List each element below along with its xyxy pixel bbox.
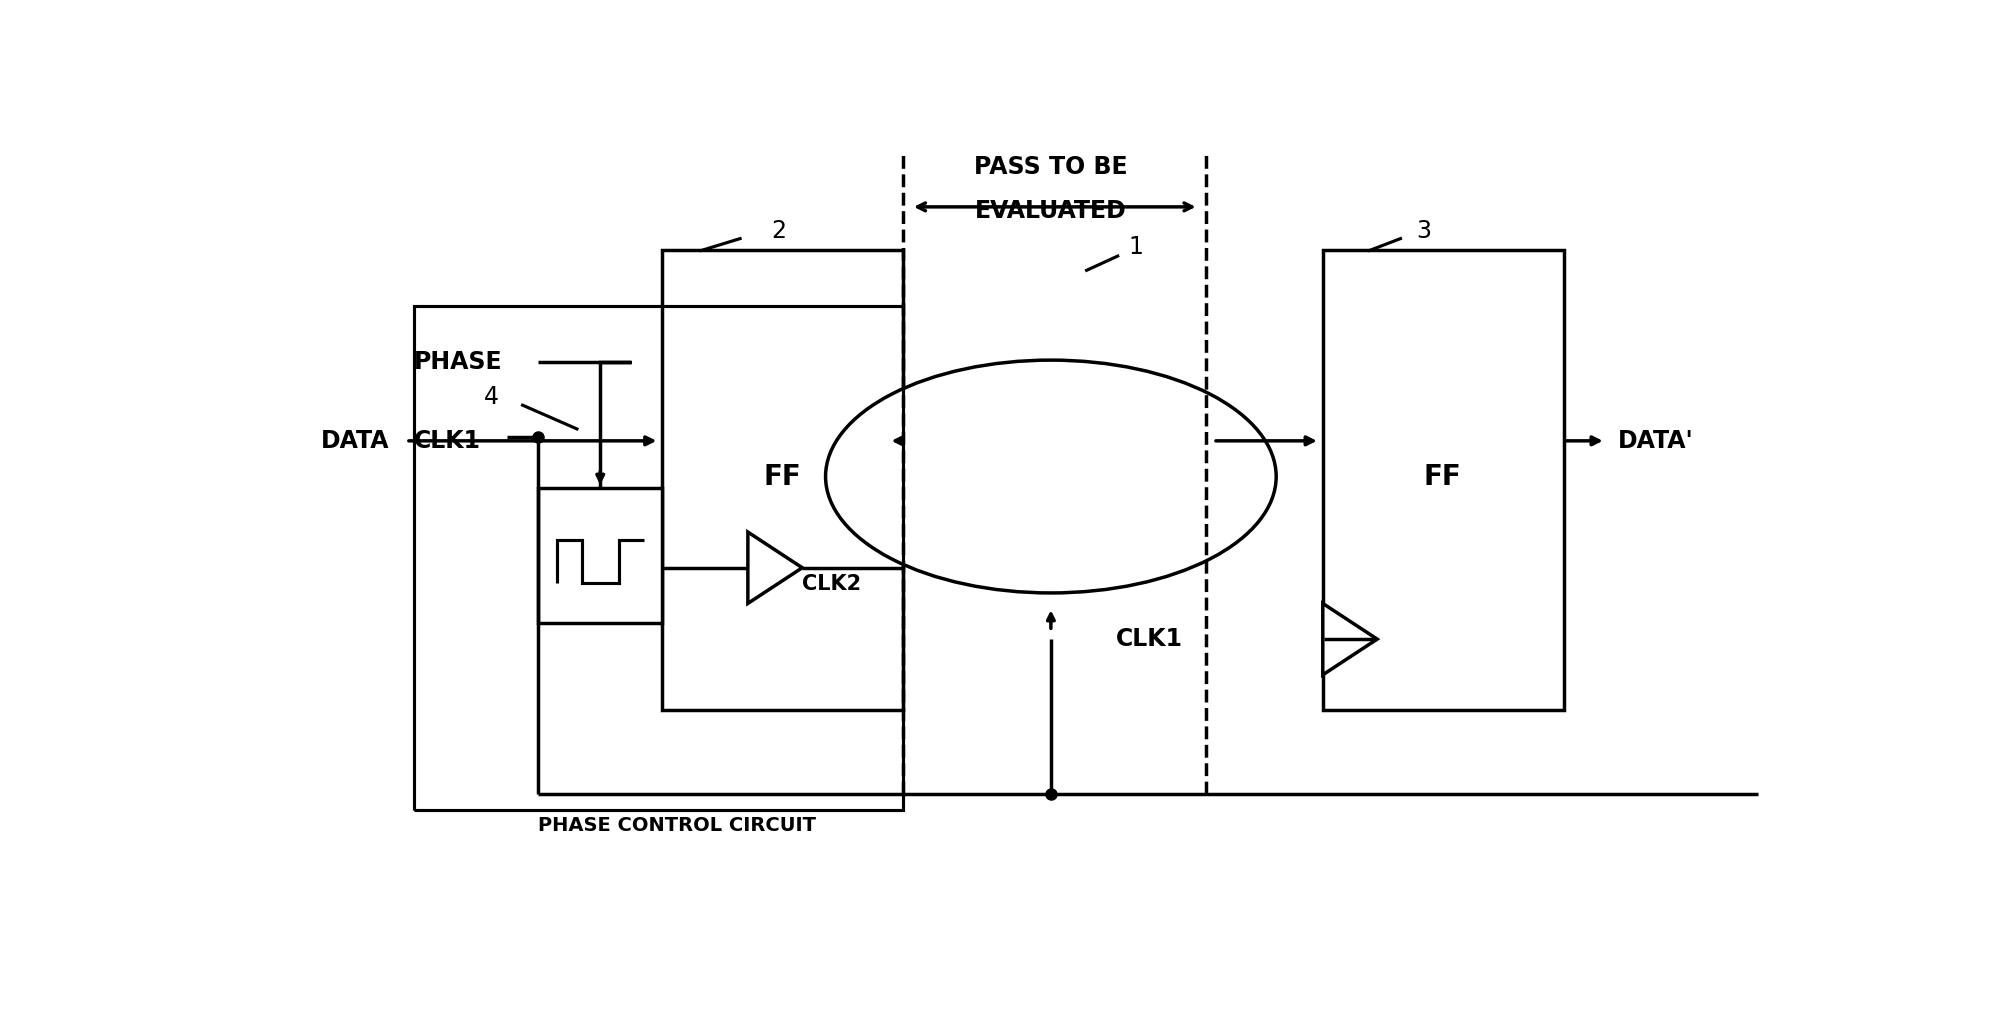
Text: CLK2: CLK2 xyxy=(802,574,862,593)
Text: PHASE: PHASE xyxy=(413,349,503,374)
Text: PASS TO BE: PASS TO BE xyxy=(974,156,1127,179)
Text: 4: 4 xyxy=(483,385,499,409)
Bar xyxy=(662,250,902,711)
Text: 1: 1 xyxy=(1129,235,1143,259)
Text: 3: 3 xyxy=(1416,218,1432,243)
Ellipse shape xyxy=(826,360,1275,593)
Polygon shape xyxy=(748,533,802,604)
Text: EVALUATED: EVALUATED xyxy=(974,199,1127,222)
Text: PHASE CONTROL CIRCUIT: PHASE CONTROL CIRCUIT xyxy=(537,816,816,835)
Text: DATA': DATA' xyxy=(1618,428,1694,453)
Bar xyxy=(537,488,662,623)
Text: CLK1: CLK1 xyxy=(413,428,481,453)
Text: 2: 2 xyxy=(772,218,786,243)
Text: FF: FF xyxy=(764,462,800,490)
Text: CLK1: CLK1 xyxy=(1117,627,1183,651)
Text: FF: FF xyxy=(1424,462,1462,490)
Polygon shape xyxy=(1323,604,1377,675)
Text: DATA: DATA xyxy=(321,428,389,453)
Bar xyxy=(1323,250,1564,711)
